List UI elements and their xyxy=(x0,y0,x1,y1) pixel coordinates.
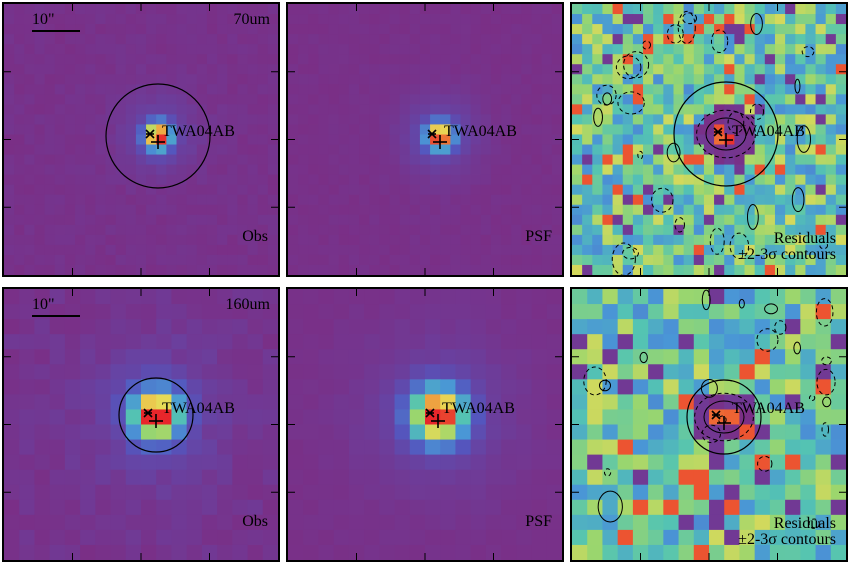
scale-label: 10" xyxy=(32,296,55,313)
panel-70um-obs: 10" 70um TWA04AB Obs xyxy=(2,2,280,277)
panel-kind-label: PSF xyxy=(525,513,552,530)
source-label: TWA04AB xyxy=(162,400,235,417)
pixel-grid xyxy=(572,289,846,560)
residual-contours xyxy=(583,289,836,529)
residual-contours xyxy=(593,10,828,275)
image-160um-psf xyxy=(288,289,562,560)
source-label: TWA04AB xyxy=(162,123,235,140)
axis-ticks xyxy=(572,4,846,275)
panel-kind-label: Obs xyxy=(242,228,268,245)
scale-bar xyxy=(32,315,80,317)
panel-kind-sublabel: ±2-3σ contours xyxy=(738,531,836,548)
panel-160um-psf: TWA04AB PSF xyxy=(286,287,564,562)
axis-ticks xyxy=(4,4,278,275)
image-160um-residuals xyxy=(572,289,846,560)
pixel-grid xyxy=(288,4,562,275)
source-marker xyxy=(427,129,447,149)
source-label: TWA04AB xyxy=(732,123,805,140)
axis-ticks xyxy=(572,289,846,560)
axis-ticks xyxy=(4,289,278,560)
image-70um-psf xyxy=(288,4,562,275)
source-marker xyxy=(145,129,165,149)
band-label: 70um xyxy=(233,11,270,28)
panel-kind-label: PSF xyxy=(525,228,552,245)
panel-160um-obs: 10" 160um TWA04AB Obs xyxy=(2,287,280,562)
band-label: 160um xyxy=(225,296,270,313)
image-70um-residuals xyxy=(572,4,846,275)
pixel-grid xyxy=(4,4,278,275)
panel-70um-residuals: TWA04AB Residuals ±2-3σ contours xyxy=(570,2,848,277)
aperture-circle xyxy=(105,83,211,189)
panel-160um-residuals: TWA04AB Residuals ±2-3σ contours xyxy=(570,287,848,562)
axis-ticks xyxy=(288,4,562,275)
pixel-grid xyxy=(572,4,846,275)
pixel-grid xyxy=(288,289,562,560)
panel-kind-sublabel: ±2-3σ contours xyxy=(738,246,836,263)
scale-bar xyxy=(32,30,80,32)
image-160um-obs xyxy=(4,289,278,560)
source-marker xyxy=(713,127,733,147)
axis-ticks xyxy=(288,289,562,560)
panel-kind-label: Residuals xyxy=(773,515,836,532)
source-label: TWA04AB xyxy=(732,400,805,417)
image-70um-obs xyxy=(4,4,278,275)
pixel-grid xyxy=(4,289,278,560)
aperture-circle xyxy=(686,379,762,455)
aperture-circle xyxy=(118,377,194,453)
source-label: TWA04AB xyxy=(444,123,517,140)
source-label: TWA04AB xyxy=(442,400,515,417)
panel-kind-label: Residuals xyxy=(773,230,836,247)
source-marker xyxy=(711,410,731,430)
panel-70um-psf: TWA04AB PSF xyxy=(286,2,564,277)
aperture-circle xyxy=(673,81,779,187)
panel-kind-label: Obs xyxy=(242,513,268,530)
scale-label: 10" xyxy=(32,11,55,28)
source-marker xyxy=(143,408,163,428)
source-marker xyxy=(425,408,445,428)
